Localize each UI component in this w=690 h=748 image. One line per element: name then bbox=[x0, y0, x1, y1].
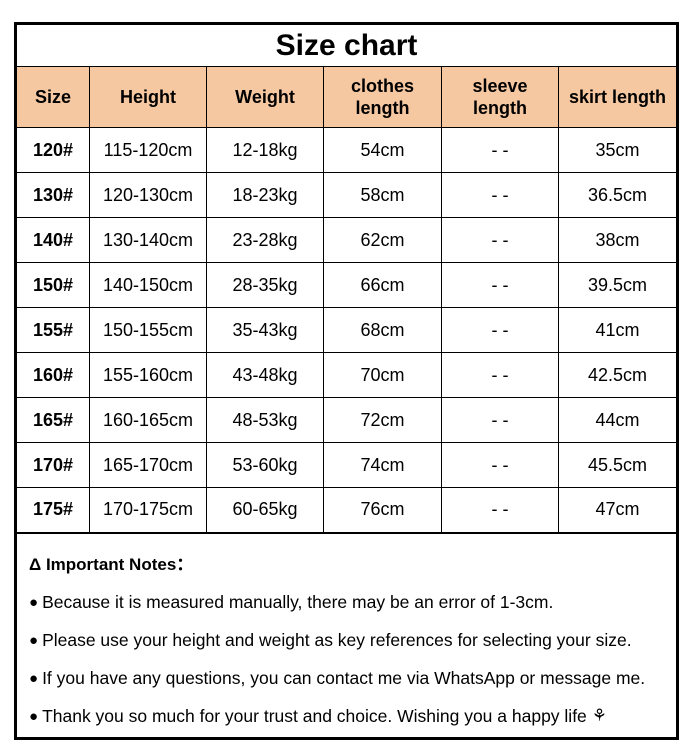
notes-row: Δ Important Notes： ● Because it is measu… bbox=[14, 531, 679, 739]
cell-height: 170-175cm bbox=[89, 487, 207, 533]
cell-clothes-length: 74cm bbox=[323, 442, 442, 488]
cell-size: 165# bbox=[15, 397, 90, 443]
cell-sleeve-length: - - bbox=[441, 127, 559, 173]
table-row: 130# 120-130cm 18-23kg 58cm - - 36.5cm bbox=[15, 172, 679, 218]
cell-size: 155# bbox=[15, 307, 90, 353]
note-item: ● Because it is measured manually, there… bbox=[29, 592, 662, 613]
cell-weight: 43-48kg bbox=[206, 352, 324, 398]
cell-skirt-length: 39.5cm bbox=[557, 262, 679, 308]
page-title: Size chart bbox=[14, 23, 679, 67]
cell-clothes-length: 62cm bbox=[323, 217, 442, 263]
note-text: Thank you so much for your trust and cho… bbox=[42, 705, 587, 726]
col-header-weight: Weight bbox=[206, 66, 324, 128]
bullet-icon: ● bbox=[29, 707, 39, 725]
cell-clothes-length: 58cm bbox=[323, 172, 442, 218]
note-item: ● Please use your height and weight as k… bbox=[29, 630, 662, 651]
cell-weight: 60-65kg bbox=[206, 487, 324, 533]
table-row: 150# 140-150cm 28-35kg 66cm - - 39.5cm bbox=[15, 262, 679, 308]
cell-sleeve-length: - - bbox=[441, 352, 559, 398]
cell-skirt-length: 45.5cm bbox=[557, 442, 679, 488]
cell-skirt-length: 38cm bbox=[557, 217, 679, 263]
cell-height: 130-140cm bbox=[89, 217, 207, 263]
cell-sleeve-length: - - bbox=[441, 442, 559, 488]
note-text: Please use your height and weight as key… bbox=[42, 629, 632, 650]
notes-heading: Δ Important Notes： bbox=[29, 554, 194, 574]
size-chart-table: Size chart Size Height Weight clothes le… bbox=[14, 22, 680, 740]
cell-weight: 53-60kg bbox=[206, 442, 324, 488]
table-row: 120# 115-120cm 12-18kg 54cm - - 35cm bbox=[15, 127, 679, 173]
col-header-clothes-length: clothes length bbox=[323, 66, 442, 128]
cell-size: 120# bbox=[15, 127, 90, 173]
cell-height: 160-165cm bbox=[89, 397, 207, 443]
bullet-icon: ● bbox=[29, 631, 39, 649]
cell-weight: 12-18kg bbox=[206, 127, 324, 173]
col-header-sleeve-length: sleeve length bbox=[441, 66, 559, 128]
cell-height: 155-160cm bbox=[89, 352, 207, 398]
table-row: 160# 155-160cm 43-48kg 70cm - - 42.5cm bbox=[15, 352, 679, 398]
cell-clothes-length: 76cm bbox=[323, 487, 442, 533]
note-item: ● Thank you so much for your trust and c… bbox=[29, 706, 662, 727]
cell-weight: 23-28kg bbox=[206, 217, 324, 263]
table-row: 165# 160-165cm 48-53kg 72cm - - 44cm bbox=[15, 397, 679, 443]
note-text: If you have any questions, you can conta… bbox=[42, 667, 646, 688]
note-text: Because it is measured manually, there m… bbox=[42, 591, 554, 612]
cell-height: 150-155cm bbox=[89, 307, 207, 353]
cell-height: 115-120cm bbox=[89, 127, 207, 173]
cell-size: 170# bbox=[15, 442, 90, 488]
cell-size: 140# bbox=[15, 217, 90, 263]
col-header-skirt-length: skirt length bbox=[557, 66, 679, 128]
cell-weight: 28-35kg bbox=[206, 262, 324, 308]
cell-sleeve-length: - - bbox=[441, 397, 559, 443]
bullet-icon: ● bbox=[29, 593, 39, 611]
cell-skirt-length: 36.5cm bbox=[557, 172, 679, 218]
cell-height: 165-170cm bbox=[89, 442, 207, 488]
cell-sleeve-length: - - bbox=[441, 172, 559, 218]
col-header-height: Height bbox=[89, 66, 207, 128]
table-row: 140# 130-140cm 23-28kg 62cm - - 38cm bbox=[15, 217, 679, 263]
cell-size: 175# bbox=[15, 487, 90, 533]
cell-skirt-length: 44cm bbox=[557, 397, 679, 443]
cell-weight: 18-23kg bbox=[206, 172, 324, 218]
note-item: ● If you have any questions, you can con… bbox=[29, 668, 662, 689]
cell-height: 120-130cm bbox=[89, 172, 207, 218]
cell-skirt-length: 42.5cm bbox=[557, 352, 679, 398]
cell-size: 130# bbox=[15, 172, 90, 218]
cell-sleeve-length: - - bbox=[441, 262, 559, 308]
header-row: Size Height Weight clothes length sleeve… bbox=[15, 66, 679, 128]
cell-skirt-length: 35cm bbox=[557, 127, 679, 173]
cell-size: 160# bbox=[15, 352, 90, 398]
cell-clothes-length: 72cm bbox=[323, 397, 442, 443]
cell-clothes-length: 70cm bbox=[323, 352, 442, 398]
cell-clothes-length: 68cm bbox=[323, 307, 442, 353]
important-notes: Δ Important Notes： ● Because it is measu… bbox=[14, 531, 679, 739]
cell-clothes-length: 54cm bbox=[323, 127, 442, 173]
cell-skirt-length: 47cm bbox=[557, 487, 679, 533]
cell-weight: 48-53kg bbox=[206, 397, 324, 443]
cell-sleeve-length: - - bbox=[441, 307, 559, 353]
table-row: 170# 165-170cm 53-60kg 74cm - - 45.5cm bbox=[15, 442, 679, 488]
flower-icon: ⚘ bbox=[591, 706, 608, 725]
bullet-icon: ● bbox=[29, 669, 39, 687]
cell-clothes-length: 66cm bbox=[323, 262, 442, 308]
table-row: 155# 150-155cm 35-43kg 68cm - - 41cm bbox=[15, 307, 679, 353]
cell-sleeve-length: - - bbox=[441, 487, 559, 533]
table-row: 175# 170-175cm 60-65kg 76cm - - 47cm bbox=[15, 487, 679, 533]
cell-skirt-length: 41cm bbox=[557, 307, 679, 353]
cell-weight: 35-43kg bbox=[206, 307, 324, 353]
cell-sleeve-length: - - bbox=[441, 217, 559, 263]
title-row: Size chart bbox=[14, 23, 679, 67]
col-header-size: Size bbox=[15, 66, 90, 128]
cell-size: 150# bbox=[15, 262, 90, 308]
cell-height: 140-150cm bbox=[89, 262, 207, 308]
